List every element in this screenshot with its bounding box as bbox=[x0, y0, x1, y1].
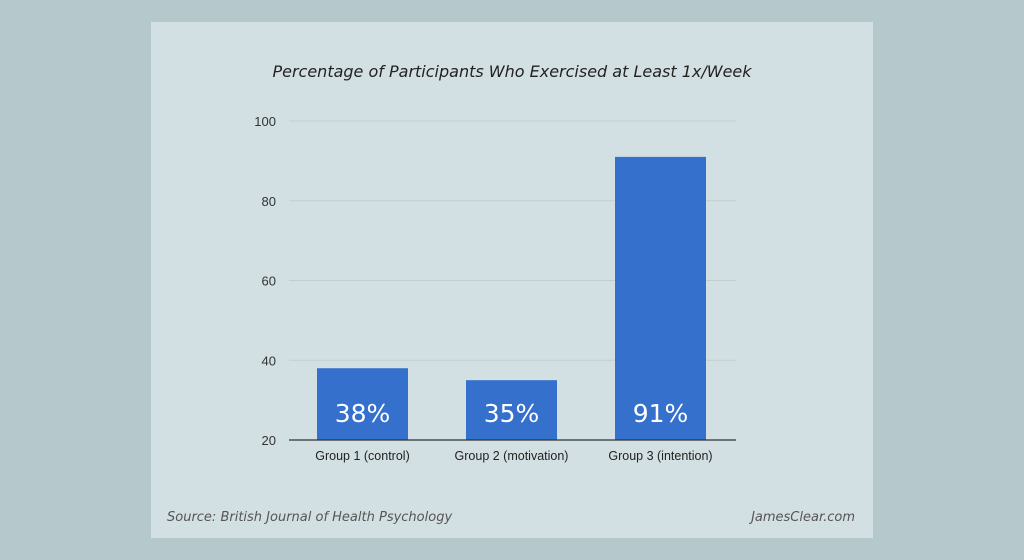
chart-title: Percentage of Participants Who Exercised… bbox=[272, 62, 752, 81]
y-tick-label: 60 bbox=[262, 274, 276, 289]
x-tick-label: Group 1 (control) bbox=[315, 449, 409, 463]
x-tick-label: Group 2 (motivation) bbox=[455, 449, 569, 463]
y-tick-label: 100 bbox=[254, 114, 276, 129]
y-tick-label: 80 bbox=[262, 194, 276, 209]
y-tick-label: 40 bbox=[262, 353, 276, 368]
data-label: 35% bbox=[484, 399, 540, 428]
bar bbox=[615, 156, 706, 440]
brand-label: JamesClear.com bbox=[751, 510, 855, 525]
bar bbox=[317, 368, 408, 440]
data-label: 91% bbox=[633, 399, 689, 428]
data-label: 38% bbox=[335, 399, 391, 428]
y-tick-label: 20 bbox=[262, 433, 276, 448]
bar bbox=[466, 380, 557, 440]
x-tick-label: Group 3 (intention) bbox=[608, 449, 712, 463]
source-note: Source: British Journal of Health Psycho… bbox=[167, 510, 453, 525]
